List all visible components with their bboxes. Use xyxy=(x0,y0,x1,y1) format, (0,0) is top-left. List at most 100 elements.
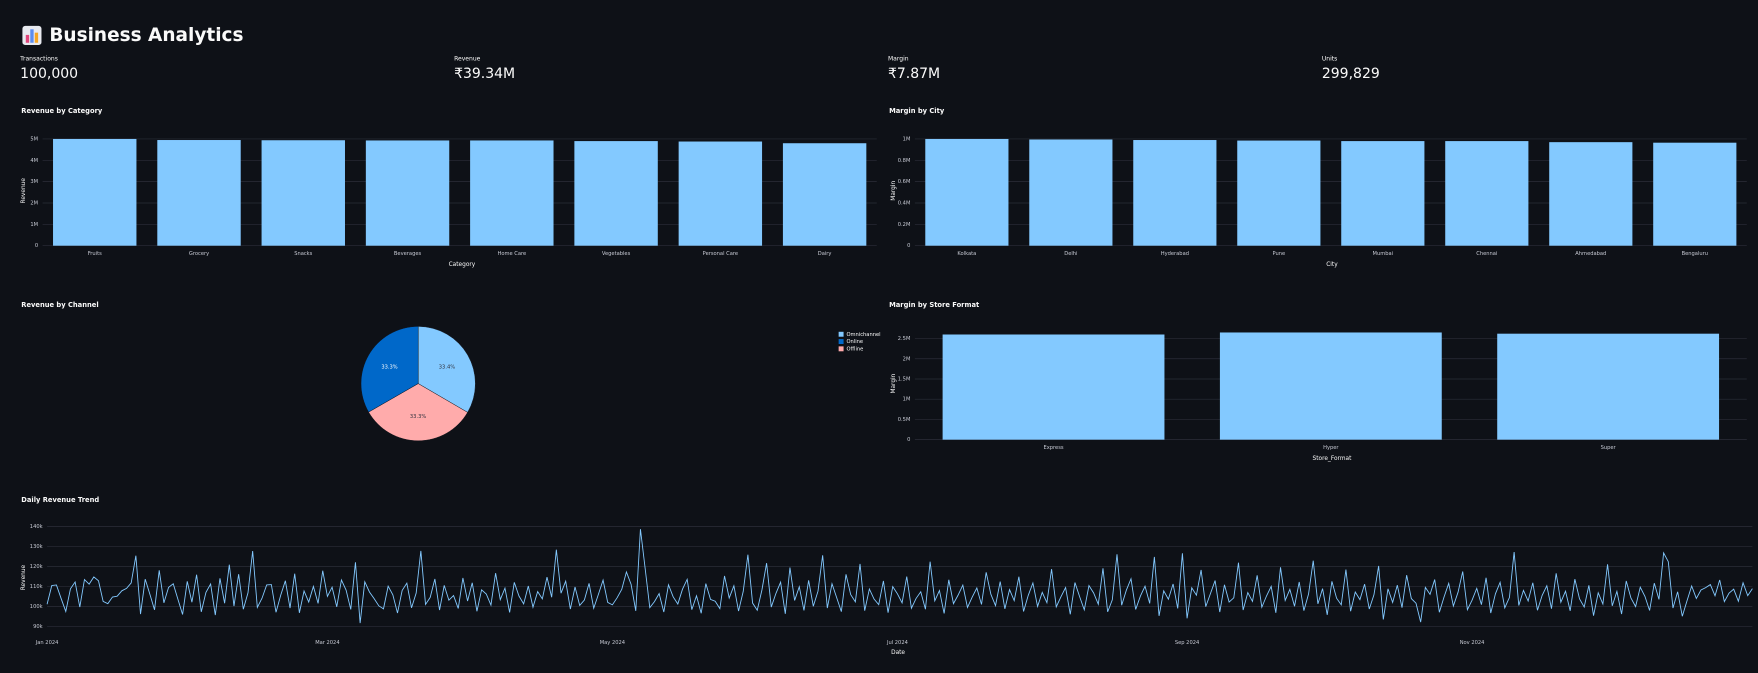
y-axis-title: Margin xyxy=(891,373,897,393)
legend-label: Omnichannel xyxy=(846,332,880,338)
x-tick-label: Bengaluru xyxy=(1682,251,1708,257)
bar xyxy=(1237,140,1321,246)
metric-label: Margin xyxy=(888,55,909,62)
chart-title: Margin by City xyxy=(889,107,945,115)
y-tick-label: 110k xyxy=(30,584,43,590)
x-tick-label: Mar 2024 xyxy=(315,640,339,646)
chart-title: Daily Revenue Trend xyxy=(21,496,99,504)
legend-swatch xyxy=(838,346,844,352)
legend-swatch xyxy=(838,339,844,345)
y-tick-label: 0.2M xyxy=(898,222,911,228)
bar xyxy=(782,143,867,246)
legend-label: Offline xyxy=(846,346,863,352)
y-tick-label: 0.4M xyxy=(898,200,911,206)
pie-slice xyxy=(417,326,476,413)
y-tick-label: 2M xyxy=(30,200,38,206)
line-series xyxy=(46,529,1753,624)
x-tick-label: Home Care xyxy=(497,251,526,257)
y-tick-label: 0.5M xyxy=(898,417,911,423)
x-axis-title: Date xyxy=(891,650,905,656)
y-tick-label: 100k xyxy=(30,604,43,610)
x-tick-label: Hyderabad xyxy=(1161,251,1189,257)
x-tick-label: Snacks xyxy=(294,251,312,257)
bar xyxy=(678,141,763,246)
y-tick-label: 1M xyxy=(903,397,911,403)
metric-value: ₹39.34M xyxy=(454,66,515,82)
y-tick-label: 1M xyxy=(30,222,38,228)
x-tick-label: Vegetables xyxy=(602,251,631,257)
bar xyxy=(365,140,450,246)
x-tick-label: Beverages xyxy=(394,251,422,257)
slice-label: 33.3% xyxy=(381,364,397,370)
x-tick-label: Jan 2024 xyxy=(35,640,59,646)
legend-swatch xyxy=(838,331,844,337)
bar xyxy=(1029,139,1113,246)
x-tick-label: Chennai xyxy=(1476,251,1497,257)
x-tick-label: Delhi xyxy=(1064,251,1077,257)
x-tick-label: Fruits xyxy=(88,251,102,257)
y-tick-label: 140k xyxy=(30,524,43,530)
bar xyxy=(574,141,658,246)
bar xyxy=(157,140,241,246)
bar xyxy=(1133,140,1217,246)
y-tick-label: 0 xyxy=(35,243,38,249)
y-tick-label: 120k xyxy=(30,564,43,570)
bar xyxy=(1549,142,1633,246)
y-tick-label: 4M xyxy=(30,158,38,164)
chart-title: Margin by Store Format xyxy=(889,301,980,309)
pie-slice xyxy=(360,326,419,413)
y-tick-label: 2.5M xyxy=(898,336,911,342)
x-axis-title: City xyxy=(1326,262,1338,268)
bar xyxy=(1341,141,1425,246)
x-tick-label: Nov 2024 xyxy=(1460,640,1485,646)
x-axis-title: Category xyxy=(449,262,476,268)
bar xyxy=(1653,142,1737,246)
bar xyxy=(925,138,1009,246)
x-tick-label: Personal Care xyxy=(703,251,738,257)
x-tick-label: Kolkata xyxy=(957,251,976,257)
x-tick-label: Ahmedabad xyxy=(1575,251,1606,257)
bar xyxy=(1219,332,1442,440)
y-tick-label: 0.6M xyxy=(898,179,911,185)
bar xyxy=(1497,333,1720,440)
bar xyxy=(53,138,137,246)
x-tick-label: Mumbai xyxy=(1373,251,1394,257)
y-tick-label: 5M xyxy=(30,136,38,142)
x-tick-label: May 2024 xyxy=(600,640,625,646)
x-axis-title: Store_Format xyxy=(1313,456,1353,462)
metric-label: Transactions xyxy=(19,55,58,62)
metric-label: Revenue xyxy=(454,55,481,62)
y-axis-title: Margin xyxy=(891,180,897,200)
legend-label: Online xyxy=(846,339,863,345)
chart-title: Revenue by Category xyxy=(21,107,103,115)
chart-title: Revenue by Channel xyxy=(21,301,98,309)
y-axis-title: Revenue xyxy=(21,564,27,590)
y-tick-label: 2M xyxy=(903,356,911,362)
bar xyxy=(1445,141,1529,246)
x-tick-label: Dairy xyxy=(818,251,832,257)
app-icon xyxy=(22,25,42,45)
page-title: Business Analytics xyxy=(49,25,243,46)
metric-value: 299,829 xyxy=(1322,66,1380,82)
y-axis-title: Revenue xyxy=(21,178,27,204)
x-tick-label: Super xyxy=(1601,445,1617,451)
y-tick-label: 90k xyxy=(33,624,43,630)
y-tick-label: 0 xyxy=(907,437,910,443)
y-tick-label: 0.8M xyxy=(898,158,911,164)
x-tick-label: Grocery xyxy=(189,251,209,257)
metric-value: 100,000 xyxy=(20,66,78,82)
slice-label: 33.3% xyxy=(410,414,426,420)
x-tick-label: Sep 2024 xyxy=(1175,640,1199,646)
x-tick-label: Pune xyxy=(1272,251,1285,257)
metric-label: Units xyxy=(1322,55,1337,62)
y-tick-label: 130k xyxy=(30,544,43,550)
bar xyxy=(470,140,554,246)
bar xyxy=(261,140,345,246)
x-tick-label: Hyper xyxy=(1323,445,1339,451)
metric-value: ₹7.87M xyxy=(888,66,940,82)
y-tick-label: 1.5M xyxy=(898,376,911,382)
x-tick-label: Jul 2024 xyxy=(886,640,908,646)
y-tick-label: 1M xyxy=(903,136,911,142)
bar xyxy=(942,334,1165,440)
